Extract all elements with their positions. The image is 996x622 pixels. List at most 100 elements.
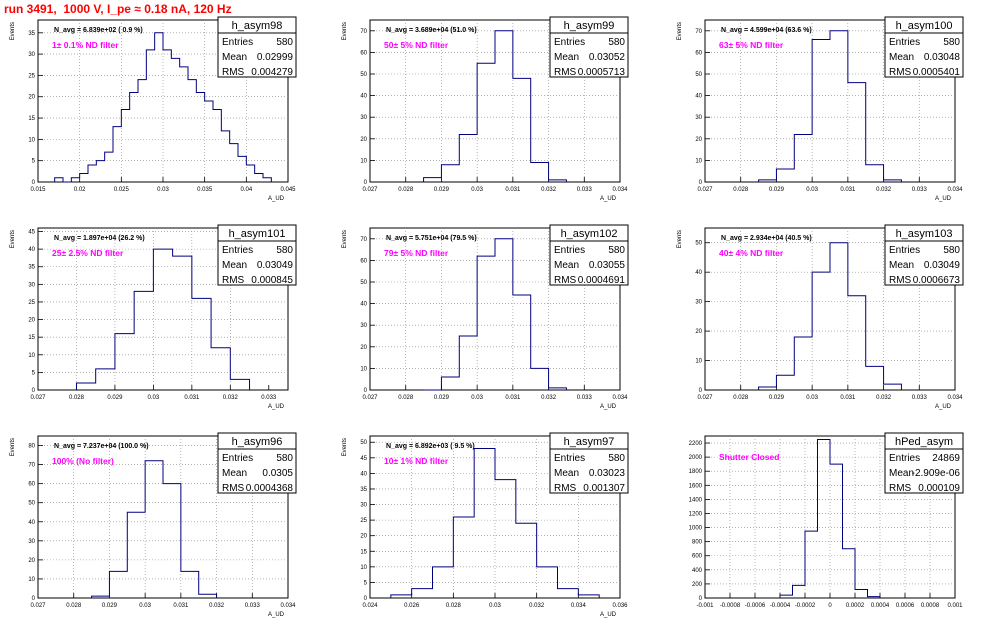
x-axis-label: A_UD [268, 196, 285, 202]
y-tick-label: 0 [32, 596, 36, 602]
filter-annotation: 50± 5% ND filter [384, 40, 449, 50]
y-tick-label: 5 [32, 370, 36, 376]
stats-value: 0.001307 [583, 483, 625, 494]
x-tick-label: 0.027 [697, 187, 713, 193]
navg-label: N_avg = 6.892e+03 ( 9.5 %) [386, 443, 475, 450]
y-tick-label: 30 [28, 539, 35, 545]
x-tick-label: 0.001 [947, 603, 963, 609]
x-tick-label: 0.033 [912, 395, 928, 401]
histogram-series [91, 460, 218, 598]
stats-key: Mean [222, 468, 247, 479]
stats-value: 580 [608, 453, 625, 464]
y-tick-label: 1400 [689, 497, 703, 503]
histogram-series [423, 238, 567, 391]
y-tick-label: 5 [364, 580, 368, 586]
histogram-series [75, 248, 251, 390]
stats-box [217, 224, 297, 286]
x-tick-label: 0.03 [806, 187, 818, 193]
stats-key: Mean [554, 52, 579, 63]
y-axis-label: Events [10, 438, 16, 456]
panel-h_asym97: 0.024 0.026 0.028 0.03 0.032 0.034 0.036 0 5 10 15… [342, 432, 629, 618]
stats-key: RMS [222, 483, 245, 494]
stats-value: 580 [943, 245, 960, 256]
x-tick-label: 0.032 [223, 395, 239, 401]
y-tick-label: 600 [692, 554, 703, 560]
y-tick-label: 0 [32, 180, 36, 186]
stats-box [884, 16, 964, 78]
y-tick-label: 40 [695, 270, 702, 276]
y-tick-label: 50 [695, 241, 702, 247]
navg-label: N_avg = 5.751e+04 (79.5 %) [386, 235, 477, 242]
x-tick-label: 0.027 [30, 395, 46, 401]
y-tick-label: 40 [28, 520, 35, 526]
y-tick-label: 10 [28, 577, 35, 583]
stats-value: 0.0006673 [913, 275, 961, 286]
y-tick-label: 25 [28, 73, 35, 79]
stats-box [549, 432, 629, 494]
x-axis-label: A_UD [268, 612, 285, 618]
x-axis-label: A_UD [935, 404, 952, 410]
y-tick-label: 40 [28, 247, 35, 253]
x-tick-label: 0.031 [840, 187, 856, 193]
y-tick-label: 40 [695, 94, 702, 100]
x-tick-label: 0.032 [876, 395, 892, 401]
x-tick-label: 0.03 [471, 187, 483, 193]
x-tick-label: 0.0006 [896, 603, 915, 609]
panel-h_asym101: 0.027 0.028 0.029 0.03 0.031 0.032 0.033 0 5 10 15… [10, 224, 297, 410]
navg-label: N_avg = 7.237e+04 (100.0 %) [54, 443, 149, 450]
stats-key: RMS [889, 67, 912, 78]
x-tick-label: 0.032 [529, 603, 545, 609]
y-tick-label: 70 [360, 29, 367, 35]
x-tick-label: 0.028 [733, 187, 749, 193]
stats-key: RMS [222, 275, 245, 286]
stats-value: 0.03049 [924, 260, 961, 271]
stats-value: 580 [608, 37, 625, 48]
stats-value: 0.03023 [589, 468, 626, 479]
stats-key: Entries [889, 37, 920, 48]
stats-key: Entries [222, 245, 253, 256]
stats-value: 0.000845 [251, 275, 293, 286]
x-tick-label: 0.032 [541, 395, 557, 401]
y-axis-label: Events [342, 22, 348, 40]
y-axis-label: Events [10, 230, 16, 248]
x-tick-label: 0.024 [362, 603, 378, 609]
x-tick-label: 0.034 [947, 395, 963, 401]
x-tick-label: 0.035 [197, 187, 213, 193]
x-tick-label: 0.032 [876, 187, 892, 193]
stats-title: h_asym100 [896, 20, 953, 32]
stats-key: RMS [889, 483, 912, 494]
stats-key: Entries [554, 245, 585, 256]
x-tick-label: 0.0002 [846, 603, 865, 609]
filter-annotation: 40± 4% ND filter [719, 248, 784, 258]
x-tick-label: 0.03 [148, 395, 160, 401]
stats-value: 580 [276, 245, 293, 256]
filter-annotation: 10± 1% ND filter [384, 456, 449, 466]
y-tick-label: 70 [695, 29, 702, 35]
y-tick-label: 10 [28, 353, 35, 359]
x-tick-label: 0.028 [446, 603, 462, 609]
y-tick-label: 20 [360, 137, 367, 143]
stats-value: 0.03055 [589, 260, 626, 271]
navg-label: N_avg = 2.934e+04 (40.5 %) [721, 235, 812, 242]
stats-value: 0.0004691 [578, 275, 626, 286]
stats-key: Mean [554, 468, 579, 479]
y-tick-label: 0 [364, 596, 368, 602]
y-tick-label: 25 [28, 300, 35, 306]
y-tick-label: 10 [695, 158, 702, 164]
panel-h_asym102: 0.027 0.028 0.029 0.03 0.031 0.032 0.033 0.034 0… [342, 224, 629, 410]
stats-value: 0.0305 [262, 468, 293, 479]
panel-hPed_asym: -0.001 -0.0008 -0.0006 -0.0004 -0.0002 0 0.000… [689, 432, 964, 609]
y-tick-label: 60 [695, 50, 702, 56]
x-axis-label: A_UD [268, 404, 285, 410]
y-axis-label: Events [10, 22, 16, 40]
navg-label: N_avg = 4.599e+04 (63.6 %) [721, 27, 812, 34]
histogram-series [758, 242, 902, 390]
navg-label: N_avg = 1.897e+04 (26.2 %) [54, 235, 145, 242]
histogram-series [758, 30, 902, 182]
histogram-series [54, 32, 272, 183]
x-tick-label: 0.027 [362, 395, 378, 401]
stats-value: 580 [276, 453, 293, 464]
y-tick-label: 40 [360, 302, 367, 308]
filter-annotation: 1± 0.1% ND filter [52, 40, 119, 50]
